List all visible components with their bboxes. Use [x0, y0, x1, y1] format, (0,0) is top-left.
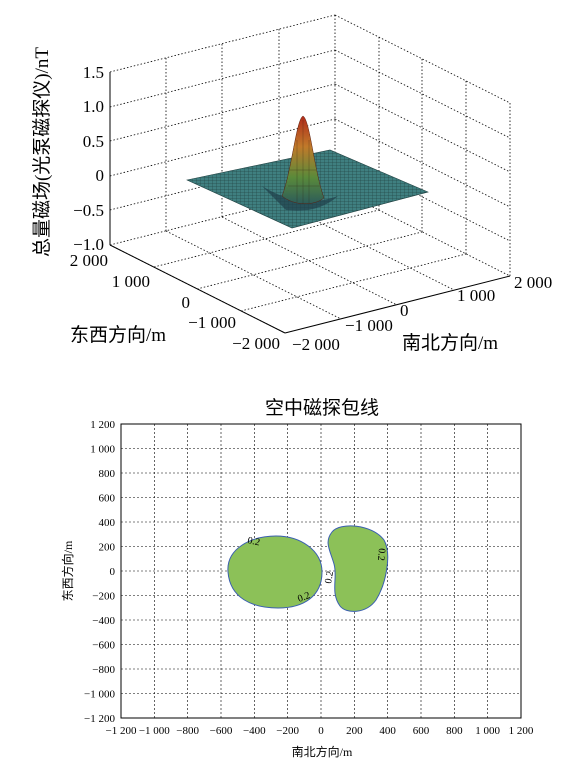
contour-y-axis-label: 东西方向/m	[60, 540, 75, 601]
z-tick-label: −1.0	[73, 235, 104, 254]
y-tick-label: 0	[182, 293, 191, 312]
contour-plot: 空中磁探包线 −1 200 −1 000 −800 −600 −400 −200 0 200 4…	[60, 397, 534, 759]
y-tick-label: 200	[99, 542, 116, 554]
surface-y-ticks: 2 000 1 000 0 −1 000 −2 000	[70, 251, 280, 353]
y-tick-label: −600	[92, 640, 115, 652]
surface-trough	[262, 186, 338, 211]
z-tick-label: 1.5	[83, 63, 104, 82]
z-tick-label: 0.5	[83, 132, 104, 151]
y-tick-label: −1 000	[84, 689, 115, 701]
x-tick-label: −800	[176, 725, 199, 737]
x-tick-label: 1 000	[475, 725, 500, 737]
x-tick-label: 0	[400, 301, 409, 320]
y-tick-label: 400	[99, 517, 116, 529]
x-tick-label: 0	[318, 725, 324, 737]
surface-plot: 1.5 1.0 0.5 0 −0.5 −1.0 总量磁场(光泵磁探仪)/nT 2…	[31, 14, 552, 354]
contour-title: 空中磁探包线	[265, 397, 379, 419]
x-tick-label: 600	[413, 725, 430, 737]
surface-z-ticks: 1.5 1.0 0.5 0 −0.5 −1.0	[73, 63, 104, 254]
surface-axes	[109, 72, 511, 334]
surface-z-axis-label: 总量磁场(光泵磁探仪)/nT	[31, 47, 53, 257]
z-tick-label: −0.5	[73, 201, 104, 220]
y-tick-label: −400	[92, 615, 115, 627]
x-tick-label: 200	[346, 725, 363, 737]
y-tick-label: 2 000	[70, 251, 108, 270]
contour-label: 0.2	[323, 570, 336, 584]
y-tick-label: 1 000	[112, 272, 150, 291]
contour-region-right	[327, 525, 389, 612]
x-tick-label: −1 200	[106, 725, 137, 737]
x-tick-label: −2 000	[292, 335, 340, 354]
y-tick-label: 600	[99, 493, 116, 505]
contour-label: 0.2	[375, 548, 387, 561]
surface-y-axis-label: 东西方向/m	[70, 324, 166, 346]
y-tick-label: −200	[92, 591, 115, 603]
x-tick-label: 800	[446, 725, 463, 737]
contour-grid	[120, 423, 522, 719]
surface-x-axis-label: 南北方向/m	[402, 332, 498, 354]
x-tick-label: −1 000	[345, 316, 393, 335]
y-tick-label: −1 000	[188, 313, 236, 332]
contour-frame	[120, 423, 522, 719]
x-tick-label: −200	[276, 725, 299, 737]
x-tick-label: 1 000	[457, 286, 495, 305]
y-tick-label: −2 000	[232, 334, 280, 353]
contour-y-ticks: 1 200 1 000 800 600 400 200 0 −200 −400 −600 −800 −…	[84, 419, 115, 725]
y-tick-label: −1 200	[84, 713, 115, 725]
x-tick-label: 400	[379, 725, 396, 737]
contour-region-left	[227, 535, 323, 609]
contour-label: 0.2	[246, 535, 261, 548]
surface-peak-mesh	[288, 120, 320, 204]
contour-x-ticks: −1 200 −1 000 −800 −600 −400 −200 0 200 400 600 80…	[106, 725, 534, 737]
z-tick-label: 0	[96, 166, 105, 185]
x-tick-label: 1 200	[509, 725, 534, 737]
x-tick-label: −1 000	[139, 725, 170, 737]
x-tick-label: 2 000	[514, 273, 552, 292]
x-tick-label: −400	[243, 725, 266, 737]
y-tick-label: 800	[99, 468, 116, 480]
surface-x-ticks: −2 000 −1 000 0 1 000 2 000	[292, 273, 552, 354]
contour-label: 0.2	[296, 590, 312, 605]
x-tick-label: −600	[210, 725, 233, 737]
contour-x-axis-label: 南北方向/m	[292, 744, 353, 759]
y-tick-label: 1 000	[90, 444, 115, 456]
y-tick-label: 0	[110, 566, 116, 578]
y-tick-label: −800	[92, 664, 115, 676]
y-tick-label: 1 200	[90, 419, 115, 431]
z-tick-label: 1.0	[83, 97, 104, 116]
